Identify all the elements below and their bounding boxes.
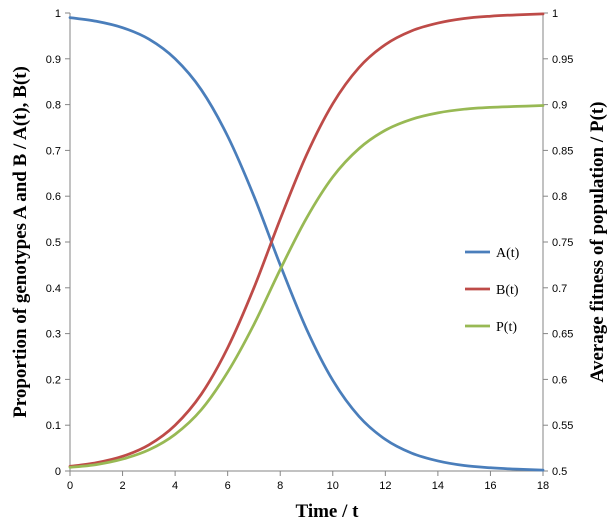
y2-tick-label: 0.6 xyxy=(552,374,567,386)
y2-tick-label: 0.85 xyxy=(552,145,573,157)
x-tick-label: 14 xyxy=(432,480,444,492)
x-tick-label: 6 xyxy=(225,480,231,492)
y-tick-label: 1 xyxy=(55,8,61,20)
y-axis-title: Proportion of genotypes A and B / A(t), … xyxy=(10,66,31,418)
x-tick-label: 16 xyxy=(484,480,496,492)
y2-axis-title: Average fitness of population / P(t) xyxy=(587,102,608,383)
y2-tick-label: 0.75 xyxy=(552,237,573,249)
y-tick-label: 0.3 xyxy=(46,329,61,341)
y2-tick-label: 0.7 xyxy=(552,283,567,295)
y-tick-label: 0.8 xyxy=(46,100,61,112)
x-tick-label: 12 xyxy=(379,480,391,492)
x-tick-label: 10 xyxy=(327,480,339,492)
x-tick-label: 8 xyxy=(277,480,283,492)
x-tick-label: 0 xyxy=(67,480,73,492)
y2-tick-label: 0.55 xyxy=(552,420,573,432)
x-tick-label: 2 xyxy=(119,480,125,492)
y-tick-label: 0.4 xyxy=(46,283,61,295)
y-tick-label: 0.2 xyxy=(46,374,61,386)
plot-lines xyxy=(68,12,545,472)
legend: A(t) B(t) P(t) xyxy=(465,246,520,335)
y2-tick-label: 0.65 xyxy=(552,329,573,341)
legend-label-at: A(t) xyxy=(496,246,520,261)
y2-tick-label: 0.5 xyxy=(552,466,567,478)
x-tick-label: 4 xyxy=(172,480,178,492)
axes: 0 2 4 6 8 10 12 14 16 18 0 0.1 0.2 0.3 0.4 0.5 0.6 0.7 0.8… xyxy=(46,8,574,492)
y-tick-label: 0.9 xyxy=(46,54,61,66)
y-tick-label: 0.7 xyxy=(46,145,61,157)
x-tick-label: 18 xyxy=(537,480,549,492)
y2-tick-label: 0.9 xyxy=(552,100,567,112)
legend-label-bt: B(t) xyxy=(496,283,519,298)
y2-tick-label: 1 xyxy=(552,8,558,20)
y-tick-label: 0.1 xyxy=(46,420,61,432)
series-line-bt xyxy=(68,12,545,468)
series-line-pt xyxy=(68,104,545,469)
series-line-at xyxy=(68,16,545,472)
y-tick-label: 0 xyxy=(55,466,61,478)
legend-label-pt: P(t) xyxy=(496,320,517,335)
x-axis-title: Time / t xyxy=(296,501,360,522)
y2-tick-label: 0.95 xyxy=(552,54,573,66)
y-tick-label: 0.5 xyxy=(46,237,61,249)
y2-tick-label: 0.8 xyxy=(552,191,567,203)
y-tick-label: 0.6 xyxy=(46,191,61,203)
